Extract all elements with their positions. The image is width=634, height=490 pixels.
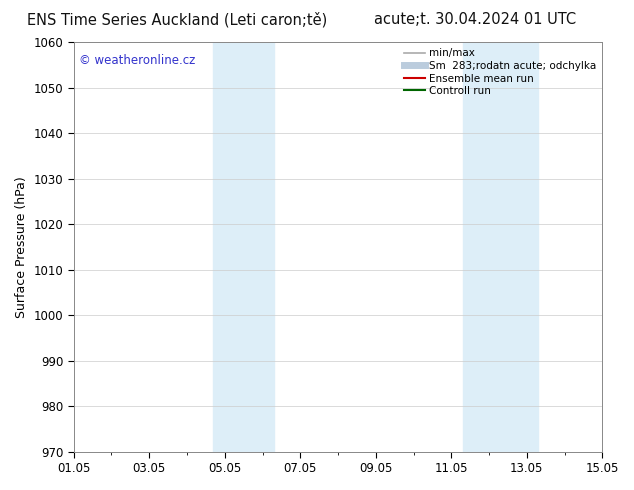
Text: acute;t. 30.04.2024 01 UTC: acute;t. 30.04.2024 01 UTC <box>375 12 576 27</box>
Text: ENS Time Series Auckland (Leti caron;tě): ENS Time Series Auckland (Leti caron;tě) <box>27 12 328 28</box>
Y-axis label: Surface Pressure (hPa): Surface Pressure (hPa) <box>15 176 28 318</box>
Bar <box>463 42 538 452</box>
Bar <box>214 42 274 452</box>
Text: © weatheronline.cz: © weatheronline.cz <box>79 54 195 67</box>
Legend: min/max, Sm  283;rodatn acute; odchylka, Ensemble mean run, Controll run: min/max, Sm 283;rodatn acute; odchylka, … <box>399 44 600 100</box>
